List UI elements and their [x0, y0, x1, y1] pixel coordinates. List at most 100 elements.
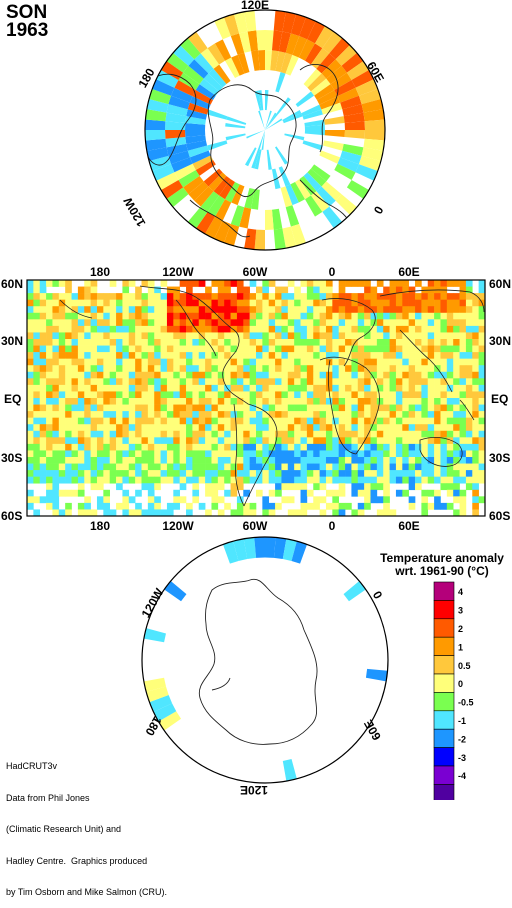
- anomaly-cell: [408, 457, 416, 464]
- anomaly-cell: [434, 378, 441, 386]
- anomaly-cell: [453, 463, 460, 471]
- anomaly-cell: [122, 299, 130, 307]
- anomaly-cell: [128, 365, 136, 373]
- anomaly-cell: [376, 430, 384, 438]
- legend-swatch: [433, 581, 455, 601]
- anomaly-cell: [141, 430, 149, 438]
- anomaly-cell: [262, 430, 270, 438]
- anomaly-cell: [287, 371, 295, 379]
- anomaly-cell: [268, 404, 276, 412]
- anomaly-cell: [52, 496, 60, 504]
- anomaly-cell: [135, 391, 142, 399]
- anomaly-cell: [160, 345, 168, 353]
- anomaly-cell: [332, 489, 339, 497]
- anomaly-cell: [84, 391, 91, 399]
- anomaly-cell: [46, 398, 53, 405]
- anomaly-cell: [116, 384, 123, 392]
- anomaly-cell: [71, 339, 79, 346]
- anomaly-cell: [421, 391, 429, 399]
- anomaly-cell: [27, 280, 34, 287]
- anomaly-cell: [84, 476, 91, 484]
- anomaly-cell: [306, 312, 314, 320]
- anomaly-cell: [77, 424, 85, 432]
- anomaly-cell: [465, 430, 473, 438]
- anomaly-cell: [199, 78, 220, 96]
- anomaly-cell: [287, 398, 295, 405]
- anomaly-cell: [109, 417, 117, 425]
- anomaly-cell: [453, 411, 460, 418]
- anomaly-cell: [453, 450, 460, 458]
- anomaly-cell: [434, 345, 441, 353]
- anomaly-cell: [300, 463, 308, 471]
- anomaly-cell: [52, 384, 60, 392]
- anomaly-cell: [383, 325, 390, 333]
- anomaly-cell: [179, 312, 187, 320]
- anomaly-cell: [262, 306, 270, 314]
- anomaly-cell: [109, 463, 117, 471]
- anomaly-cell: [402, 339, 409, 346]
- anomaly-cell: [71, 319, 79, 327]
- anomaly-cell: [116, 430, 123, 438]
- anomaly-cell: [65, 299, 72, 307]
- anomaly-cell: [33, 496, 41, 504]
- anomaly-cell: [96, 371, 104, 379]
- anomaly-cell: [147, 470, 155, 477]
- anomaly-cell: [90, 463, 98, 471]
- anomaly-cell: [265, 110, 272, 130]
- anomaly-cell: [65, 358, 72, 366]
- anomaly-cell: [294, 358, 301, 366]
- anomaly-cell: [243, 411, 250, 418]
- anomaly-cell: [313, 476, 320, 484]
- anomaly-cell: [198, 293, 206, 300]
- anomaly-cell: [256, 457, 263, 464]
- anomaly-cell: [262, 450, 270, 458]
- anomaly-cell: [341, 52, 364, 73]
- anomaly-cell: [262, 417, 270, 425]
- anomaly-cell: [96, 430, 104, 438]
- anomaly-cell: [27, 365, 34, 373]
- anomaly-cell: [282, 11, 297, 34]
- anomaly-cell: [376, 319, 384, 327]
- anomaly-cell: [402, 358, 409, 366]
- anomaly-cell: [96, 424, 104, 432]
- anomaly-cell: [90, 345, 98, 353]
- anomaly-cell: [395, 365, 403, 373]
- anomaly-cell: [351, 404, 359, 412]
- anomaly-cell: [77, 352, 85, 359]
- anomaly-cell: [357, 306, 365, 314]
- anomaly-cell: [472, 404, 479, 412]
- anomaly-cell: [478, 443, 485, 451]
- anomaly-cell: [211, 384, 219, 392]
- legend-swatch: [433, 655, 455, 675]
- anomaly-cell: [249, 470, 257, 477]
- anomaly-cell: [223, 223, 240, 246]
- anomaly-cell: [160, 443, 168, 451]
- np-label-120w: 120W: [120, 194, 148, 229]
- anomaly-cell: [313, 345, 320, 353]
- anomaly-cell: [109, 358, 117, 366]
- anomaly-cell: [282, 226, 297, 249]
- anomaly-cell: [415, 358, 422, 366]
- anomaly-cell: [453, 319, 460, 327]
- anomaly-cell: [357, 476, 365, 484]
- anomaly-cell: [109, 430, 117, 438]
- anomaly-cell: [205, 443, 212, 451]
- anomaly-cell: [116, 325, 123, 333]
- anomaly-cell: [27, 371, 34, 379]
- anomaly-cell: [408, 352, 416, 359]
- anomaly-cell: [65, 443, 72, 451]
- anomaly-cell: [224, 299, 231, 307]
- anomaly-cell: [77, 325, 85, 333]
- anomaly-cell: [276, 97, 291, 115]
- anomaly-cell: [52, 371, 60, 379]
- anomaly-cell: [205, 391, 212, 399]
- anomaly-cell: [90, 457, 98, 464]
- anomaly-cell: [243, 293, 250, 300]
- anomaly-cell: [103, 332, 110, 340]
- anomaly-cell: [198, 457, 206, 464]
- anomaly-cell: [116, 398, 123, 405]
- anomaly-cell: [395, 325, 403, 333]
- anomaly-cell: [278, 31, 291, 53]
- anomaly-cell: [58, 463, 66, 471]
- anomaly-cell: [211, 378, 219, 386]
